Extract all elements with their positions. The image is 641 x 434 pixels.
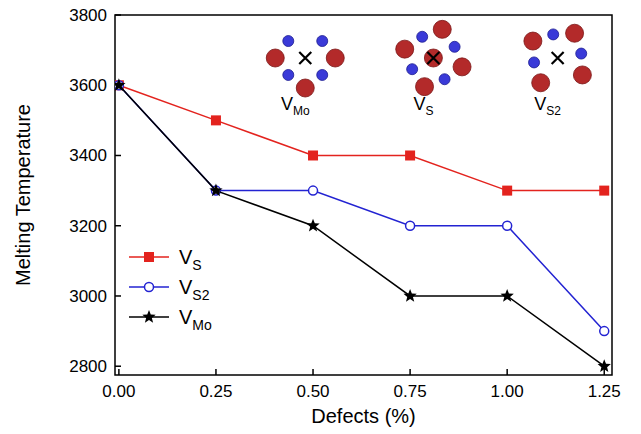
atom [548, 29, 559, 40]
y-tick-label: 3600 [69, 76, 107, 95]
atom [532, 74, 550, 92]
atom [524, 32, 542, 50]
x-tick [118, 369, 120, 375]
data-point [501, 289, 514, 302]
atom [433, 20, 451, 38]
y-tick [115, 14, 121, 16]
legend-marker [145, 283, 154, 292]
y-axis-title: Melting Temperature [12, 104, 34, 286]
vacancy-mark [552, 52, 564, 64]
inset [396, 20, 471, 95]
data-point [405, 150, 415, 160]
atom [573, 66, 591, 84]
data-point [503, 221, 512, 230]
legend-label: VS [179, 246, 202, 273]
x-tick-label: 0.50 [296, 382, 329, 401]
x-tick [312, 369, 314, 375]
series-line [119, 85, 604, 331]
atom [417, 31, 428, 42]
y-tick-label: 3200 [69, 217, 107, 236]
inset-label: VS [413, 94, 433, 118]
atom [266, 49, 284, 67]
atom [424, 49, 442, 67]
vacancy-mark [427, 52, 439, 64]
legend-marker [142, 310, 155, 323]
x-axis-title: Defects (%) [311, 405, 415, 427]
series-line [119, 85, 604, 190]
atom [449, 41, 460, 52]
atom [407, 64, 418, 75]
data-point [599, 186, 609, 196]
y-tick-label: 3800 [69, 6, 107, 25]
x-tick [603, 369, 605, 375]
inset [524, 24, 592, 92]
atom [566, 24, 584, 42]
y-tick [115, 365, 121, 367]
legend-marker [144, 252, 154, 262]
data-point [403, 289, 416, 302]
x-tick [506, 369, 508, 375]
data-point [598, 359, 611, 372]
inset-label: VMo [281, 94, 310, 118]
chart: 2800 3000 3200 3400 3600 3800 0.00 0.25 0.50 0.75… [0, 0, 641, 434]
data-point [211, 115, 221, 125]
legend: VS VS2 VMo [129, 246, 212, 333]
atom [283, 69, 294, 80]
atom [396, 40, 414, 58]
atom [317, 36, 328, 47]
y-tick [115, 155, 121, 157]
vacancy-mark [299, 52, 311, 64]
y-tick-label: 3000 [69, 287, 107, 306]
x-tick-label: 1.00 [491, 382, 524, 401]
data-point [308, 150, 318, 160]
x-tick-label: 0.00 [102, 382, 135, 401]
atom [317, 69, 328, 80]
legend-label: VMo [179, 306, 212, 333]
plot-area [115, 78, 611, 372]
x-tick [215, 369, 217, 375]
series-line [119, 85, 604, 366]
inset [266, 36, 344, 97]
data-point [309, 186, 318, 195]
data-point [209, 184, 222, 197]
x-tick [409, 369, 411, 375]
y-tick [115, 225, 121, 227]
atom [576, 48, 587, 59]
atom [529, 57, 540, 68]
data-point [406, 221, 415, 230]
x-tick-label: 0.25 [199, 382, 232, 401]
y-tick [115, 295, 121, 297]
data-point [115, 78, 126, 91]
data-point [306, 219, 319, 232]
plot-frame [115, 15, 612, 375]
legend-label: VS2 [179, 276, 210, 303]
atom [453, 58, 471, 76]
atom [439, 74, 450, 85]
atom [416, 78, 434, 96]
y-tick-label: 3400 [69, 146, 107, 165]
data-point [600, 327, 609, 336]
atom [296, 79, 314, 97]
atom [326, 49, 344, 67]
y-tick-label: 2800 [69, 357, 107, 376]
x-tick-label: 1.25 [588, 382, 621, 401]
inset-label: VS2 [534, 94, 561, 118]
x-tick-label: 0.75 [394, 382, 427, 401]
atom [283, 36, 294, 47]
data-point [502, 186, 512, 196]
